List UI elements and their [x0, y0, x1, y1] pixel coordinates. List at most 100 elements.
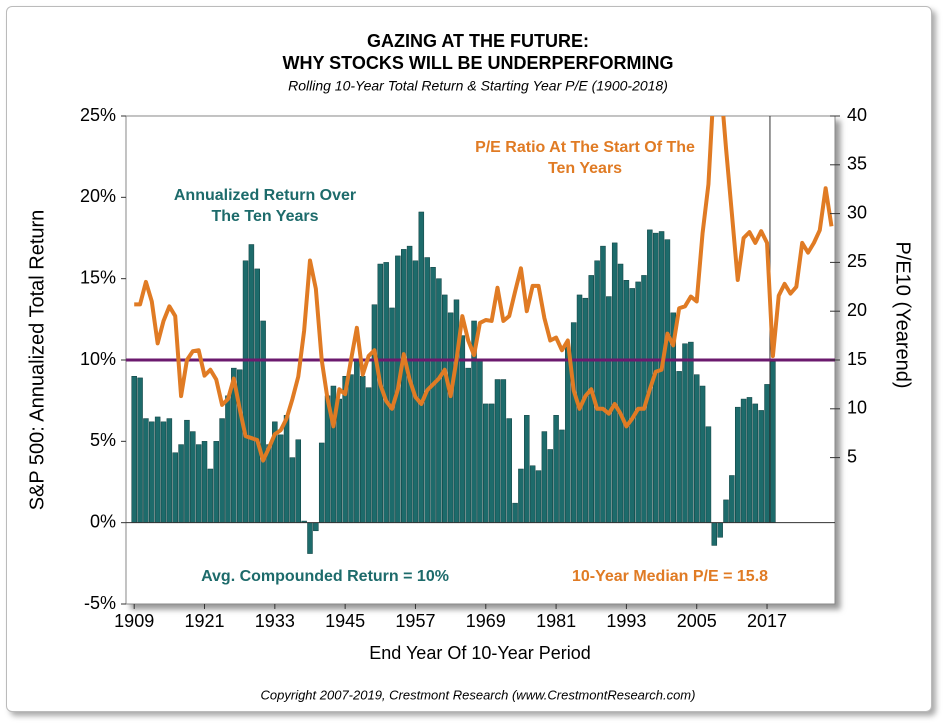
bar [190, 431, 196, 523]
bar [143, 418, 149, 523]
bar [365, 387, 372, 523]
bar [436, 278, 442, 523]
x-axis-label: End Year Of 10-Year Period [369, 643, 591, 663]
bar [207, 468, 214, 523]
y2-tick-label: 25 [847, 251, 867, 271]
bar [166, 418, 173, 523]
bar [658, 231, 665, 523]
bar [758, 410, 764, 523]
y-tick-label: 0% [90, 511, 116, 531]
bar [506, 418, 512, 523]
y2-tick-label: 35 [847, 154, 867, 174]
bar [213, 441, 219, 523]
x-tick-label: 2005 [677, 611, 717, 631]
bar [260, 320, 266, 523]
bar [131, 376, 137, 523]
bar [676, 371, 682, 523]
bar [717, 522, 723, 538]
copyright: Copyright 2007-2019, Crestmont Research … [261, 687, 696, 702]
bar [682, 343, 688, 523]
bar [565, 346, 571, 523]
bar [740, 398, 747, 523]
pe-line [134, 116, 834, 463]
bar [149, 421, 155, 523]
bar [465, 367, 471, 523]
bar [178, 444, 184, 523]
bar [418, 211, 425, 523]
bar [594, 260, 600, 523]
bar [242, 260, 249, 523]
bar [570, 322, 577, 523]
bar [705, 426, 712, 523]
bar [477, 359, 483, 523]
bar [529, 465, 536, 523]
y-tick-label: 5% [90, 430, 116, 450]
chart-subtitle: Rolling 10-Year Total Return & Starting … [288, 78, 668, 94]
bar [664, 239, 671, 523]
x-tick-label: 1909 [114, 611, 154, 631]
bar [307, 522, 313, 554]
bar [160, 421, 167, 523]
bar [746, 397, 753, 523]
bar [752, 403, 759, 523]
bar [359, 376, 366, 523]
x-tick-label: 1933 [255, 611, 295, 631]
chart-title: WHY STOCKS WILL BE UNDERPERFORMING [282, 53, 673, 73]
annotation: Avg. Compounded Return = 10% [201, 568, 449, 585]
bar [611, 242, 618, 523]
y-tick-label: -5% [84, 593, 116, 613]
bar [289, 457, 296, 523]
bar [635, 281, 641, 523]
bar [729, 475, 735, 523]
bar [442, 294, 448, 523]
y-tick-label: 10% [80, 349, 116, 369]
bar [336, 398, 343, 523]
bar [137, 377, 143, 523]
bar [518, 468, 524, 523]
bar [524, 415, 530, 523]
bar [547, 449, 553, 523]
x-tick-label: 1993 [606, 611, 646, 631]
annotation: 10-Year Median P/E = 15.8 [571, 568, 769, 585]
bar [342, 376, 348, 523]
series-label: P/E Ratio At The Start Of The Ten Years [475, 139, 695, 177]
bar [283, 415, 290, 523]
bar [512, 502, 518, 523]
bar [600, 245, 606, 523]
y2-tick-label: 5 [847, 446, 857, 466]
y-tick-label: 15% [80, 267, 116, 287]
x-tick-label: 1921 [184, 611, 224, 631]
bar [541, 431, 548, 523]
bar [313, 522, 319, 532]
bar [172, 452, 178, 523]
bar [154, 416, 161, 523]
bar [488, 403, 495, 523]
series-label: Annualized Return Over The Ten Years [173, 187, 357, 225]
bar [559, 429, 565, 523]
bar [693, 374, 700, 523]
bar [354, 359, 360, 523]
bar [389, 307, 395, 523]
y2-axis-label: P/E10 (Yearend) [892, 241, 914, 388]
bar [184, 419, 190, 523]
bar [500, 379, 507, 523]
bar [535, 470, 542, 523]
bar [447, 312, 454, 523]
bar [711, 522, 718, 546]
bar [494, 379, 501, 523]
y2-tick-label: 30 [847, 202, 867, 222]
bar [348, 374, 354, 523]
bar [225, 395, 231, 523]
bar [401, 249, 407, 523]
bar [623, 280, 630, 523]
bar [764, 384, 770, 523]
y2-tick-label: 10 [847, 398, 867, 418]
bar [195, 444, 202, 523]
chart-title: GAZING AT THE FUTURE: [367, 31, 589, 51]
plot-content [126, 116, 835, 554]
bar [770, 361, 776, 523]
bar [582, 297, 589, 523]
bar [629, 288, 636, 523]
